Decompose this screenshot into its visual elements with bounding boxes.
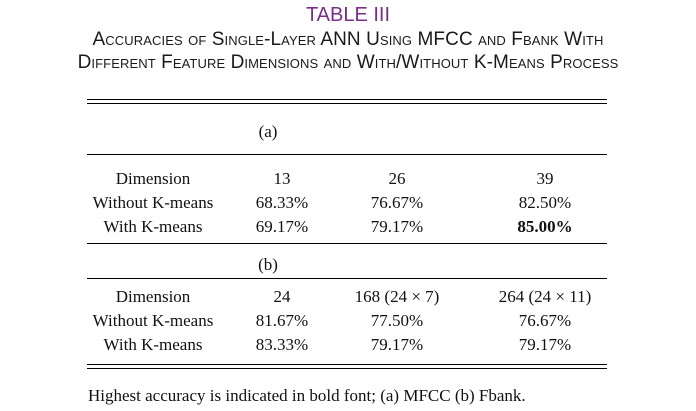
top-rule-lower [87,103,607,104]
section-a-row-with-col-1: 69.17% [255,217,309,236]
rule-section-b [87,278,607,279]
section-b-row-without-label: Without K-means [92,311,214,330]
top-rule-upper [87,99,607,100]
section-a-row-with-col-3-best: 85.00% [517,217,573,236]
section-b-row-with-col-2: 79.17% [370,335,424,354]
section-b-row-with-col-1: 83.33% [255,335,309,354]
section-a-row-without-col-1: 68.33% [255,193,309,212]
section-a-label: (a) [258,122,278,141]
section-a-header-col-1: 13 [273,169,291,188]
section-b-row-without-col-2: 77.50% [370,311,424,330]
section-a-header-dimension: Dimension [115,169,191,188]
section-a-row-without-col-2: 76.67% [370,193,424,212]
section-b-label: (b) [258,255,278,274]
bottom-rule-upper [87,364,607,365]
section-b-header-dimension: Dimension [115,287,191,306]
bottom-rule-lower [87,368,607,369]
rule-between-sections [87,243,607,244]
section-b-header-col-2: 168 (24 × 7) [354,287,440,306]
section-b-row-with-label: With K-means [103,335,203,354]
section-b-header-col-1: 24 [273,287,291,306]
table-footnote: Highest accuracy is indicated in bold fo… [88,386,526,405]
section-b-row-with-col-3: 79.17% [518,335,572,354]
rule-section-a [87,154,607,155]
table-label: TABLE III [305,4,391,26]
section-a-row-without-col-3: 82.50% [518,193,572,212]
section-b-row-without-col-1: 81.67% [255,311,309,330]
table-caption-line-2: Different Feature Dimensions and With/Wi… [77,52,619,73]
section-a-row-with-col-2: 79.17% [370,217,424,236]
section-a-row-without-label: Without K-means [92,193,214,212]
section-a-header-col-3: 39 [536,169,554,188]
section-b-header-col-3: 264 (24 × 11) [498,287,592,306]
section-b-row-without-col-3: 76.67% [518,311,572,330]
section-a-row-with-label: With K-means [103,217,203,236]
table-caption-line-1: Accuracies of Single-Layer ANN Using MFC… [92,29,604,50]
section-a-header-col-2: 26 [388,169,406,188]
